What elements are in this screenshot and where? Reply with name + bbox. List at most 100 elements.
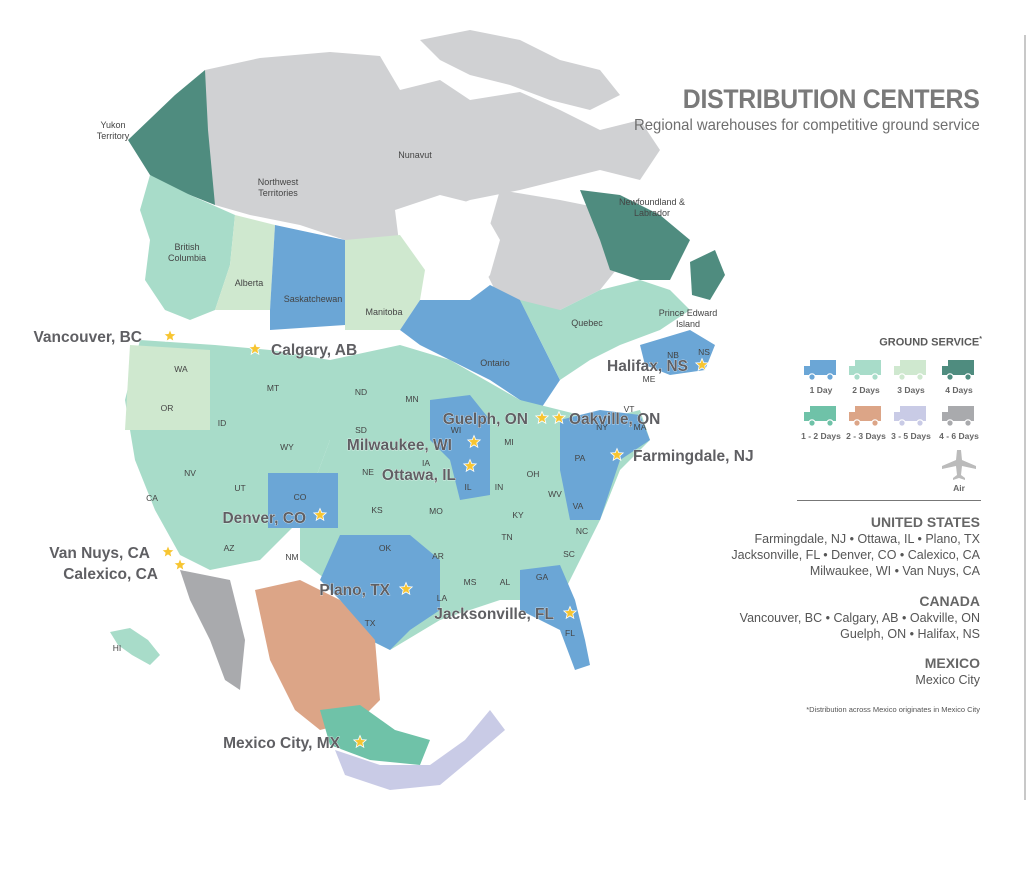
legend-title-text: GROUND SERVICE	[879, 336, 980, 349]
region-ontario	[400, 285, 560, 410]
region-label: IN	[495, 482, 504, 492]
region-label: NE	[362, 467, 374, 477]
star-icon	[162, 328, 178, 343]
distribution-center-label: Guelph, ON	[443, 411, 528, 428]
city-line: Milwaukee, WI • Van Nuys, CA	[809, 564, 980, 578]
distribution-center-label: Farmingdale, NJ	[633, 448, 754, 465]
distribution-center-label: Plano, TX	[319, 582, 390, 599]
truck-icon	[894, 406, 926, 427]
region-label: GA	[536, 572, 549, 582]
region-label: VA	[573, 501, 584, 511]
region-label: MS	[464, 577, 477, 587]
region-label: NC	[576, 526, 588, 536]
legend-item: 4 Days	[934, 358, 984, 395]
truck-icon	[894, 360, 926, 381]
region-manitoba	[345, 235, 425, 330]
legend-label: 2 - 3 Days	[846, 431, 886, 441]
legend-label: 1 - 2 Days	[801, 431, 841, 441]
legend-label: 1 Day	[809, 385, 833, 395]
region-us-heading: UNITED STATES	[870, 514, 980, 530]
distribution-center-label: Vancouver, BC	[33, 329, 142, 346]
region-label: OK	[379, 543, 392, 553]
legend-label: Air	[953, 483, 965, 493]
region-arctic-canada	[205, 52, 660, 245]
legend-item: 2 Days	[841, 358, 891, 395]
region-mexico-cities: Mexico City	[915, 672, 980, 688]
region-label: MT	[267, 383, 279, 393]
region-arctic-islands	[420, 30, 620, 110]
region-label: TN	[501, 532, 512, 542]
region-label: AZ	[224, 543, 235, 553]
distribution-center-label: Mexico City, MX	[223, 735, 341, 752]
region-british-columbia	[140, 175, 235, 320]
region-label: Ontario	[480, 358, 510, 368]
page-divider	[1024, 35, 1026, 800]
region-label: KY	[512, 510, 524, 520]
region-label: ID	[218, 418, 227, 428]
legend-label: 2 Days	[852, 385, 880, 395]
region-label: NB	[667, 350, 679, 360]
legend-label: 4 - 6 Days	[939, 431, 979, 441]
city-line: Farmingdale, NJ • Ottawa, IL • Plano, TX	[754, 532, 980, 546]
region-baja	[180, 570, 245, 690]
region-label: NM	[285, 552, 298, 562]
region-canada-cities: Vancouver, BC • Calgary, AB • Oakville, …	[740, 610, 980, 642]
legend-label: 3 - 5 Days	[891, 431, 931, 441]
region-label: WA	[174, 364, 188, 374]
region-label: NS	[698, 347, 710, 357]
region-label: Newfoundland & Labrador	[619, 197, 685, 218]
distribution-center-label: Milwaukee, WI	[347, 437, 452, 454]
region-great-lakes	[430, 395, 490, 500]
region-label: British Columbia	[168, 242, 206, 263]
footnote: *Distribution across Mexico originates i…	[806, 705, 980, 714]
region-mexico-heading: MEXICO	[924, 655, 980, 671]
region-label: SC	[563, 549, 575, 559]
region-newfoundland	[690, 250, 725, 300]
region-label: AR	[432, 551, 444, 561]
distribution-center-label: Calexico, CA	[63, 566, 158, 583]
star-icon	[562, 605, 578, 620]
region-us-cities: Farmingdale, NJ • Ottawa, IL • Plano, TX…	[731, 531, 980, 579]
region-canada-heading: CANADA	[919, 593, 980, 609]
region-central-mexico	[320, 705, 430, 765]
region-label: Manitoba	[365, 307, 402, 317]
star-icon	[352, 734, 368, 749]
region-labrador	[580, 190, 690, 280]
region-label: OH	[527, 469, 540, 479]
star-icon	[466, 434, 482, 449]
truck-icon	[804, 360, 836, 381]
region-label: AL	[500, 577, 511, 587]
region-mexico	[255, 580, 380, 730]
city-line: Mexico City	[915, 673, 980, 687]
region-pacific-nw	[125, 345, 210, 430]
region-alberta	[215, 215, 275, 310]
city-line: Jacksonville, FL • Denver, CO • Calexico…	[731, 548, 980, 562]
legend-separator	[797, 500, 981, 501]
region-quebec	[520, 280, 690, 380]
region-saskatchewan	[270, 225, 345, 330]
star-icon	[160, 544, 176, 559]
region-texas	[320, 535, 440, 650]
region-northeast	[560, 410, 650, 520]
region-label: NY	[596, 422, 608, 432]
region-central-america	[335, 710, 505, 790]
star-icon	[694, 357, 710, 372]
legend-title-mark: *	[979, 336, 982, 343]
distribution-center-label: Calgary, AB	[271, 342, 357, 359]
region-label: WV	[548, 489, 562, 499]
page-title: DISTRIBUTION CENTERS	[683, 84, 980, 114]
region-label: Prince Edward Island	[659, 308, 718, 329]
region-label: MI	[504, 437, 513, 447]
region-label: WI	[451, 425, 461, 435]
region-label: KS	[371, 505, 383, 515]
region-florida	[520, 565, 590, 670]
distribution-center-label: Denver, CO	[222, 510, 306, 527]
truck-icon	[804, 406, 836, 427]
star-icon	[312, 507, 328, 522]
star-icon	[398, 581, 414, 596]
region-label: WY	[280, 442, 294, 452]
region-label: FL	[565, 628, 575, 638]
truck-icon	[942, 406, 974, 427]
legend-item: Air	[934, 448, 984, 493]
